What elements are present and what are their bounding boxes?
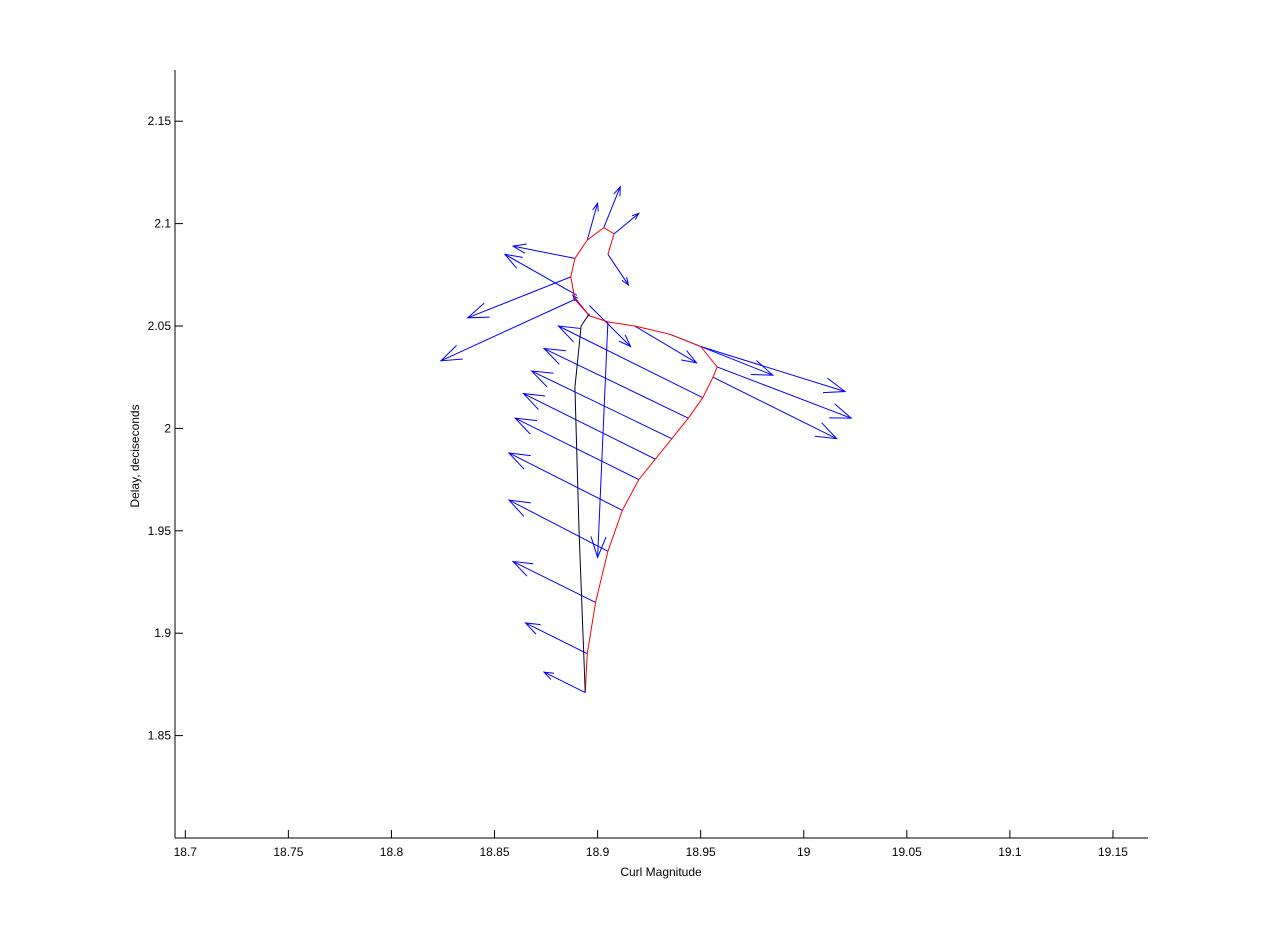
- y-tick-label: 1.9: [154, 626, 171, 640]
- arrow-head: [542, 347, 566, 365]
- x-tick-label: 19.1: [998, 845, 1022, 859]
- arrow-head: [571, 294, 579, 302]
- arrow-shaft: [543, 671, 586, 694]
- arrow: [530, 370, 673, 440]
- arrow-shaft: [712, 376, 837, 440]
- y-axis-label: Delay, deciseconds: [128, 404, 142, 507]
- arrow: [586, 201, 599, 241]
- arrow: [588, 305, 632, 348]
- arrow-head: [507, 499, 531, 517]
- arrow: [607, 254, 630, 287]
- arrow-head: [522, 392, 546, 410]
- arrow: [542, 347, 689, 419]
- arrow-shaft: [716, 366, 852, 419]
- y-tick-label: 1.85: [148, 729, 172, 743]
- black-path-line: [574, 313, 590, 693]
- arrow-shaft: [531, 370, 673, 440]
- arrow-head: [631, 212, 640, 220]
- arrow-shaft: [525, 622, 588, 655]
- x-tick-label: 18.7: [174, 845, 198, 859]
- arrow-head: [822, 377, 847, 394]
- x-tick-label: 19.05: [892, 845, 922, 859]
- arrow: [542, 671, 586, 694]
- arrow-head: [618, 334, 632, 348]
- x-tick-label: 18.95: [686, 845, 716, 859]
- arrow: [716, 366, 853, 419]
- arrow-shaft: [512, 245, 576, 259]
- trajectory-line: [570, 227, 718, 693]
- arrow-shaft: [543, 348, 689, 419]
- arrow-shaft: [508, 499, 609, 552]
- y-tick-label: 2: [164, 421, 171, 435]
- arrow-head: [592, 201, 599, 212]
- y-tick-label: 1.95: [148, 524, 172, 538]
- arrow: [557, 325, 703, 399]
- arrow-head: [524, 622, 541, 635]
- arrow-shaft: [607, 254, 629, 286]
- arrow: [590, 321, 609, 559]
- arrow-shaft: [523, 393, 656, 460]
- arrow-head: [750, 360, 775, 376]
- arrow-shaft: [440, 298, 576, 362]
- x-tick-label: 18.9: [586, 845, 610, 859]
- arrow-head: [829, 403, 853, 419]
- arrow-head: [439, 344, 463, 362]
- trajectory-series: [570, 227, 718, 693]
- arrow-shaft: [634, 325, 697, 364]
- x-tick-label: 18.85: [480, 845, 510, 859]
- arrow-head: [680, 350, 698, 364]
- arrow-shaft: [597, 321, 609, 558]
- y-tick-label: 2.05: [148, 319, 172, 333]
- arrow-shaft: [467, 276, 571, 319]
- axes: 18.7 18.75 18.8 18.85 18.9 18.95 19 19.05 19.1 19…: [148, 70, 1148, 859]
- arrow-head: [513, 417, 538, 435]
- x-axis-label: Curl Magnitude: [620, 865, 702, 879]
- arrow: [511, 560, 596, 603]
- arrow: [439, 298, 576, 362]
- arrow-shaft: [586, 202, 599, 241]
- arrow-shaft: [700, 346, 846, 393]
- arrow: [511, 243, 576, 259]
- arrow: [503, 253, 578, 296]
- x-tick-label: 18.8: [380, 845, 404, 859]
- arrow-head: [511, 243, 527, 254]
- arrow-shaft: [603, 186, 621, 228]
- arrow-head: [466, 302, 490, 319]
- arrow: [466, 276, 571, 319]
- arrow-head: [814, 422, 839, 440]
- x-tick-label: 19.15: [1098, 845, 1128, 859]
- arrow-head: [613, 185, 621, 197]
- x-tick-label: 18.75: [273, 845, 303, 859]
- arrow: [712, 376, 839, 440]
- arrow-shaft: [504, 253, 578, 296]
- arrow: [507, 499, 609, 552]
- arrow-shaft: [588, 305, 631, 347]
- arrow-head: [530, 370, 554, 388]
- arrow: [634, 325, 698, 364]
- arrow-head: [511, 560, 534, 577]
- arrow: [522, 392, 656, 460]
- arrow-shaft: [512, 561, 596, 603]
- arrow-head: [557, 325, 581, 343]
- arrow-head: [503, 253, 523, 269]
- arrow-shaft: [558, 325, 703, 399]
- arrow: [700, 346, 847, 394]
- arrow-head: [621, 277, 630, 287]
- arrow-shaft: [508, 452, 623, 511]
- arrow: [613, 212, 640, 235]
- y-tick-label: 2.15: [148, 114, 172, 128]
- arrow: [603, 185, 621, 228]
- arrow-shaft: [613, 212, 640, 235]
- arrow-series: [439, 185, 853, 694]
- arrow: [507, 452, 623, 511]
- black-path-series: [574, 313, 590, 693]
- y-tick-label: 2.1: [154, 217, 171, 231]
- arrow-head: [542, 671, 555, 680]
- arrow-head: [507, 452, 531, 470]
- x-tick-label: 19: [797, 845, 811, 859]
- arrow-head: [590, 536, 607, 559]
- arrow: [524, 622, 588, 655]
